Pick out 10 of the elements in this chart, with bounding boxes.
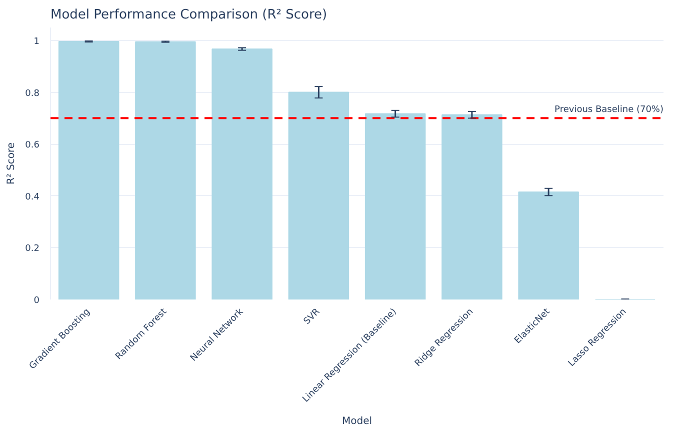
y-tick-label: 0 [34,296,40,306]
y-tick-label: 0.4 [25,192,40,202]
y-axis-title: R² Score [6,142,18,185]
y-tick-label: 0.6 [25,140,40,151]
y-tick-label: 0.2 [25,244,40,254]
y-tick-label: 1 [34,36,40,47]
ref-line-label: Previous Baseline (70%) [554,105,664,116]
y-tick-label: 0.8 [25,88,40,99]
chart-title: Model Performance Comparison (R² Score) [50,8,328,22]
x-axis-title: Model [342,416,372,428]
